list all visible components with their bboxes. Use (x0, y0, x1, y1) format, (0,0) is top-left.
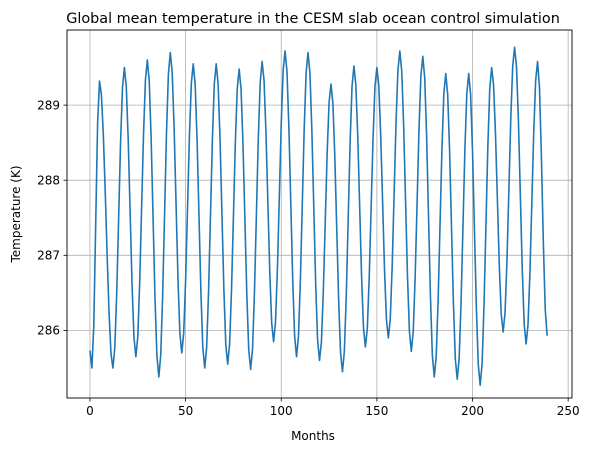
x-tick-label: 200 (461, 404, 484, 418)
y-tick-label: 288 (37, 174, 60, 188)
axes-frame (66, 29, 573, 399)
x-axis-label: Months (291, 429, 335, 443)
y-tick-label: 289 (37, 98, 60, 112)
y-axis-label: Temperature (K) (9, 165, 23, 263)
temperature-series-line (89, 46, 548, 387)
x-tick-label: 250 (557, 404, 580, 418)
grid-lines (67, 30, 572, 398)
chart-title: Global mean temperature in the CESM slab… (66, 11, 560, 27)
x-tick-label: 0 (86, 404, 94, 418)
y-tick-label: 286 (37, 324, 60, 338)
x-tick-label: 100 (270, 404, 293, 418)
plot-area (89, 46, 548, 387)
x-tick-label: 150 (365, 404, 388, 418)
y-axis-ticks: 286 287 288 289 (37, 98, 67, 338)
x-axis-ticks: 0 50 100 150 200 250 (86, 398, 580, 418)
y-tick-label: 287 (37, 249, 60, 263)
x-tick-label: 50 (178, 404, 193, 418)
